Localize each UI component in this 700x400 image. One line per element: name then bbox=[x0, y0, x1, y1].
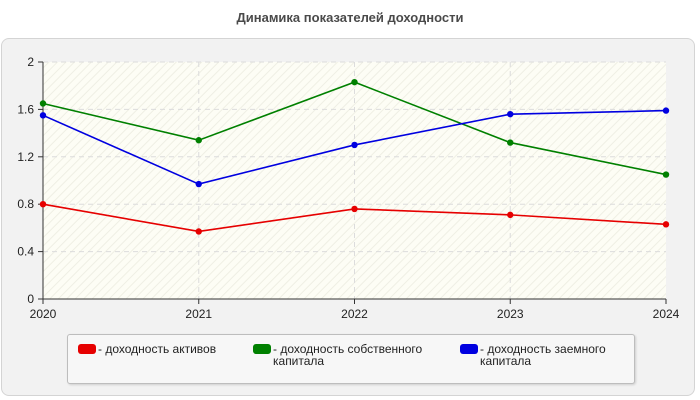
data-point-1 bbox=[351, 78, 358, 86]
data-point-0 bbox=[662, 221, 670, 228]
data-point-1 bbox=[39, 100, 47, 107]
legend: - доходность активов - доходность собств… bbox=[67, 334, 635, 384]
data-point-2 bbox=[39, 112, 47, 119]
y-tick-label: 2 bbox=[27, 55, 34, 69]
legend-label-equity: - доходность собственного капитала bbox=[273, 342, 423, 368]
data-point-1 bbox=[662, 171, 670, 178]
x-tick-label: 2020 bbox=[30, 307, 57, 321]
data-point-0 bbox=[39, 201, 47, 208]
y-tick-label: 0 bbox=[27, 292, 34, 306]
data-point-2 bbox=[195, 180, 202, 188]
y-tick-label: 0.8 bbox=[17, 197, 34, 211]
legend-label-debt: - доходность заемного капитала bbox=[480, 342, 606, 368]
legend-swatch-assets bbox=[78, 344, 96, 354]
data-series bbox=[39, 78, 670, 235]
data-point-0 bbox=[195, 228, 202, 235]
legend-swatch-debt bbox=[460, 344, 478, 354]
data-point-0 bbox=[351, 205, 358, 213]
data-point-2 bbox=[351, 141, 358, 149]
x-tick-label: 2022 bbox=[341, 307, 368, 321]
data-point-0 bbox=[507, 211, 514, 219]
chart-title: Динамика показателей доходности bbox=[236, 10, 464, 25]
x-tick-label: 2023 bbox=[497, 307, 524, 321]
data-point-2 bbox=[507, 110, 514, 118]
data-point-1 bbox=[507, 139, 514, 146]
x-tick-label: 2021 bbox=[185, 307, 212, 321]
y-tick-label: 1.2 bbox=[17, 150, 34, 164]
y-tick-label: 0.4 bbox=[17, 245, 34, 259]
axes: 0 0.4 0.8 1.2 1.6 2 2020 2021 2022 2023 2024 bbox=[17, 55, 679, 321]
x-tick-label: 2024 bbox=[653, 307, 680, 321]
y-tick-label: 1.6 bbox=[17, 102, 34, 116]
grid-lines bbox=[43, 61, 666, 299]
data-point-2 bbox=[662, 107, 670, 114]
data-point-1 bbox=[195, 137, 202, 144]
legend-label-assets: - доходность активов bbox=[98, 342, 217, 356]
legend-swatch-equity bbox=[253, 344, 271, 354]
